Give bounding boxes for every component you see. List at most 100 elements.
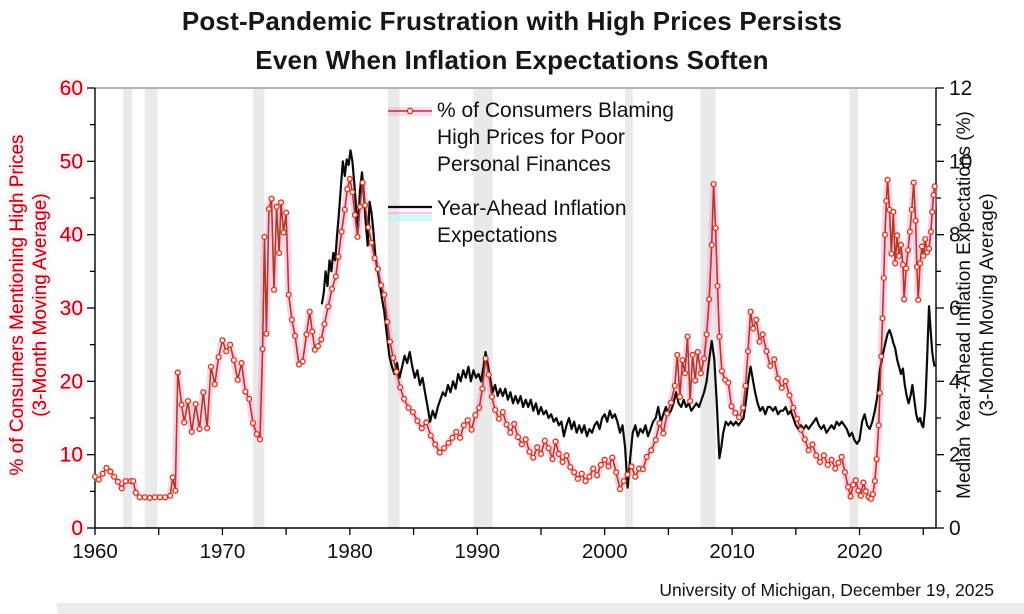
red-series-marker bbox=[414, 417, 421, 424]
red-series-marker bbox=[888, 250, 895, 257]
red-series-marker bbox=[378, 282, 385, 289]
red-series-marker bbox=[534, 444, 541, 451]
red-series-marker bbox=[801, 436, 808, 443]
red-series-marker bbox=[449, 434, 456, 441]
red-series-marker bbox=[409, 409, 416, 416]
red-series-marker bbox=[850, 481, 857, 488]
red-series-marker bbox=[628, 463, 635, 470]
red-series-marker bbox=[354, 233, 361, 240]
red-series-marker bbox=[393, 368, 400, 375]
red-series-marker bbox=[211, 381, 218, 388]
red-series-marker bbox=[927, 228, 934, 235]
red-series-marker bbox=[146, 494, 153, 501]
red-series-marker bbox=[744, 348, 751, 355]
red-series-marker bbox=[767, 362, 774, 369]
red-series-marker bbox=[230, 357, 237, 364]
red-series-marker bbox=[895, 252, 902, 259]
red-series-marker bbox=[915, 296, 922, 303]
red-series-marker bbox=[908, 206, 915, 213]
left-axis-tick-label: 50 bbox=[60, 150, 83, 173]
red-series-marker bbox=[499, 409, 506, 416]
red-series-marker bbox=[246, 395, 253, 402]
red-series-marker bbox=[192, 401, 199, 408]
left-axis-tick-label: 30 bbox=[60, 297, 83, 320]
red-series-marker bbox=[335, 253, 342, 260]
legend: % of Consumers Blaming High Prices for P… bbox=[388, 97, 689, 249]
red-series-marker bbox=[728, 403, 735, 410]
red-series-marker bbox=[674, 351, 681, 358]
red-series-marker bbox=[265, 206, 272, 213]
left-axis-tick-label: 0 bbox=[71, 517, 83, 540]
red-series-marker bbox=[95, 476, 102, 483]
right-axis-caption-line2: (3-Month Moving Average) bbox=[977, 193, 998, 417]
bottom-edge-strip bbox=[57, 603, 1024, 614]
red-series-marker bbox=[687, 398, 694, 405]
red-series-marker bbox=[250, 420, 257, 427]
red-series-marker bbox=[697, 370, 704, 377]
red-series-marker bbox=[292, 332, 299, 339]
red-series-marker bbox=[716, 333, 723, 340]
x-axis-tick-label: 2000 bbox=[582, 540, 628, 563]
red-series-marker bbox=[917, 260, 924, 267]
red-series-marker bbox=[445, 439, 452, 446]
red-series-marker bbox=[172, 487, 179, 494]
red-series-marker bbox=[341, 206, 348, 213]
red-series-marker bbox=[725, 379, 732, 386]
red-series-marker bbox=[283, 209, 290, 216]
red-series-marker bbox=[338, 228, 345, 235]
red-series-marker bbox=[782, 378, 789, 385]
red-series-marker bbox=[401, 395, 408, 402]
red-series-marker bbox=[234, 376, 241, 383]
black-line-sample-icon bbox=[388, 205, 432, 221]
red-series-marker bbox=[488, 393, 495, 400]
red-series-marker bbox=[594, 472, 601, 479]
red-series-marker bbox=[441, 445, 448, 452]
red-series-marker bbox=[567, 464, 574, 471]
red-series-marker bbox=[590, 465, 597, 472]
x-axis-tick-label: 1960 bbox=[72, 540, 118, 563]
red-series-marker bbox=[809, 441, 816, 448]
red-series-marker bbox=[925, 245, 932, 252]
red-series-marker bbox=[344, 186, 351, 193]
right-axis-tick-label: 0 bbox=[949, 517, 961, 540]
recession-band bbox=[253, 88, 265, 528]
red-series-marker bbox=[918, 243, 925, 250]
red-series-marker bbox=[188, 428, 195, 435]
legend-label-inflation-expectations: Year-Ahead Inflation Expectations bbox=[437, 197, 627, 247]
red-series-marker bbox=[518, 441, 525, 448]
red-series-marker bbox=[879, 315, 886, 322]
red-series-marker bbox=[295, 361, 302, 368]
red-series-marker bbox=[514, 434, 521, 441]
red-series-marker bbox=[151, 494, 158, 501]
red-series-marker bbox=[468, 426, 475, 433]
red-series-marker bbox=[309, 328, 316, 335]
red-series-marker bbox=[841, 469, 848, 476]
red-series-marker bbox=[624, 471, 631, 478]
red-series-marker bbox=[930, 192, 937, 199]
red-series-marker bbox=[894, 232, 901, 239]
red-series-marker bbox=[99, 470, 106, 477]
red-series-marker bbox=[667, 399, 674, 406]
red-series-marker bbox=[732, 409, 739, 416]
source-attribution: University of Michigan, December 19, 202… bbox=[659, 580, 994, 600]
x-axis-tick-label: 1990 bbox=[454, 540, 500, 563]
red-series-marker bbox=[387, 338, 394, 345]
red-series-marker bbox=[920, 252, 927, 259]
red-series-marker bbox=[208, 363, 215, 370]
red-series-marker bbox=[620, 478, 627, 485]
red-series-marker bbox=[464, 417, 471, 424]
red-series-marker bbox=[167, 492, 174, 499]
recession-band bbox=[473, 88, 493, 528]
red-series-marker bbox=[472, 412, 479, 419]
x-axis-tick-label: 1970 bbox=[200, 540, 246, 563]
legend-label-blaming-high-prices: % of Consumers Blaming High Prices for P… bbox=[437, 99, 674, 176]
red-series-marker bbox=[679, 357, 686, 364]
red-series-marker bbox=[676, 393, 683, 400]
red-series-marker bbox=[632, 473, 639, 480]
left-axis-caption: % of Consumers Mentioning High Prices (3… bbox=[6, 65, 52, 545]
red-series-marker bbox=[873, 456, 880, 463]
red-series-marker bbox=[912, 217, 919, 224]
red-series-marker bbox=[485, 371, 492, 378]
legend-item-inflation-expectations: Year-Ahead Inflation Expectations bbox=[388, 195, 689, 249]
